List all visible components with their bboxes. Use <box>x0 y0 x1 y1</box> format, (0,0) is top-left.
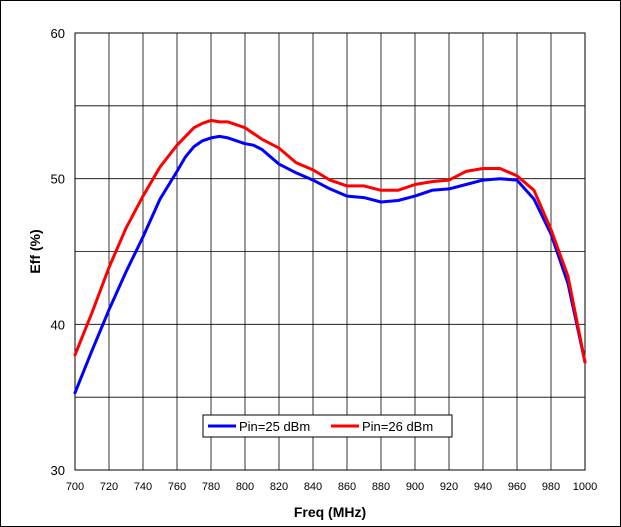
x-tick-label: 740 <box>134 481 152 493</box>
series-line <box>73 118 587 364</box>
y-tick-labels: 30 40 50 60 <box>51 26 65 478</box>
y-tick-label: 40 <box>51 317 65 332</box>
x-tick-label: 840 <box>304 481 322 493</box>
series-lines <box>73 118 587 395</box>
x-tick-label: 820 <box>270 481 288 493</box>
x-tick-label: 900 <box>406 481 424 493</box>
x-tick-labels: 700 720 740 760 780 800 820 840 860 880 900 920 940 9… <box>66 481 597 493</box>
y-tick-label: 60 <box>51 26 65 41</box>
x-tick-label: 880 <box>372 481 390 493</box>
x-tick-label: 980 <box>542 481 560 493</box>
series-line <box>73 134 587 395</box>
y-tick-label: 50 <box>51 172 65 187</box>
x-tick-label: 940 <box>474 481 492 493</box>
legend-box <box>202 414 453 438</box>
x-tick-label: 760 <box>168 481 186 493</box>
x-tick-label: 800 <box>236 481 254 493</box>
legend: Pin=25 dBm Pin=26 dBm <box>202 414 453 438</box>
legend-label: Pin=26 dBm <box>362 419 433 434</box>
x-tick-label: 860 <box>338 481 356 493</box>
grid-lines <box>74 32 586 471</box>
plot-area <box>74 32 586 471</box>
x-tick-label: 920 <box>440 481 458 493</box>
x-tick-label: 700 <box>66 481 84 493</box>
y-tick-label: 30 <box>51 463 65 478</box>
x-tick-label: 1000 <box>573 481 597 493</box>
legend-label: Pin=25 dBm <box>239 419 310 434</box>
y-axis-title: Eff (%) <box>27 229 43 273</box>
x-axis-title: Freq (MHz) <box>294 504 366 520</box>
x-tick-label: 960 <box>508 481 526 493</box>
x-tick-label: 720 <box>100 481 118 493</box>
x-tick-label: 780 <box>202 481 220 493</box>
